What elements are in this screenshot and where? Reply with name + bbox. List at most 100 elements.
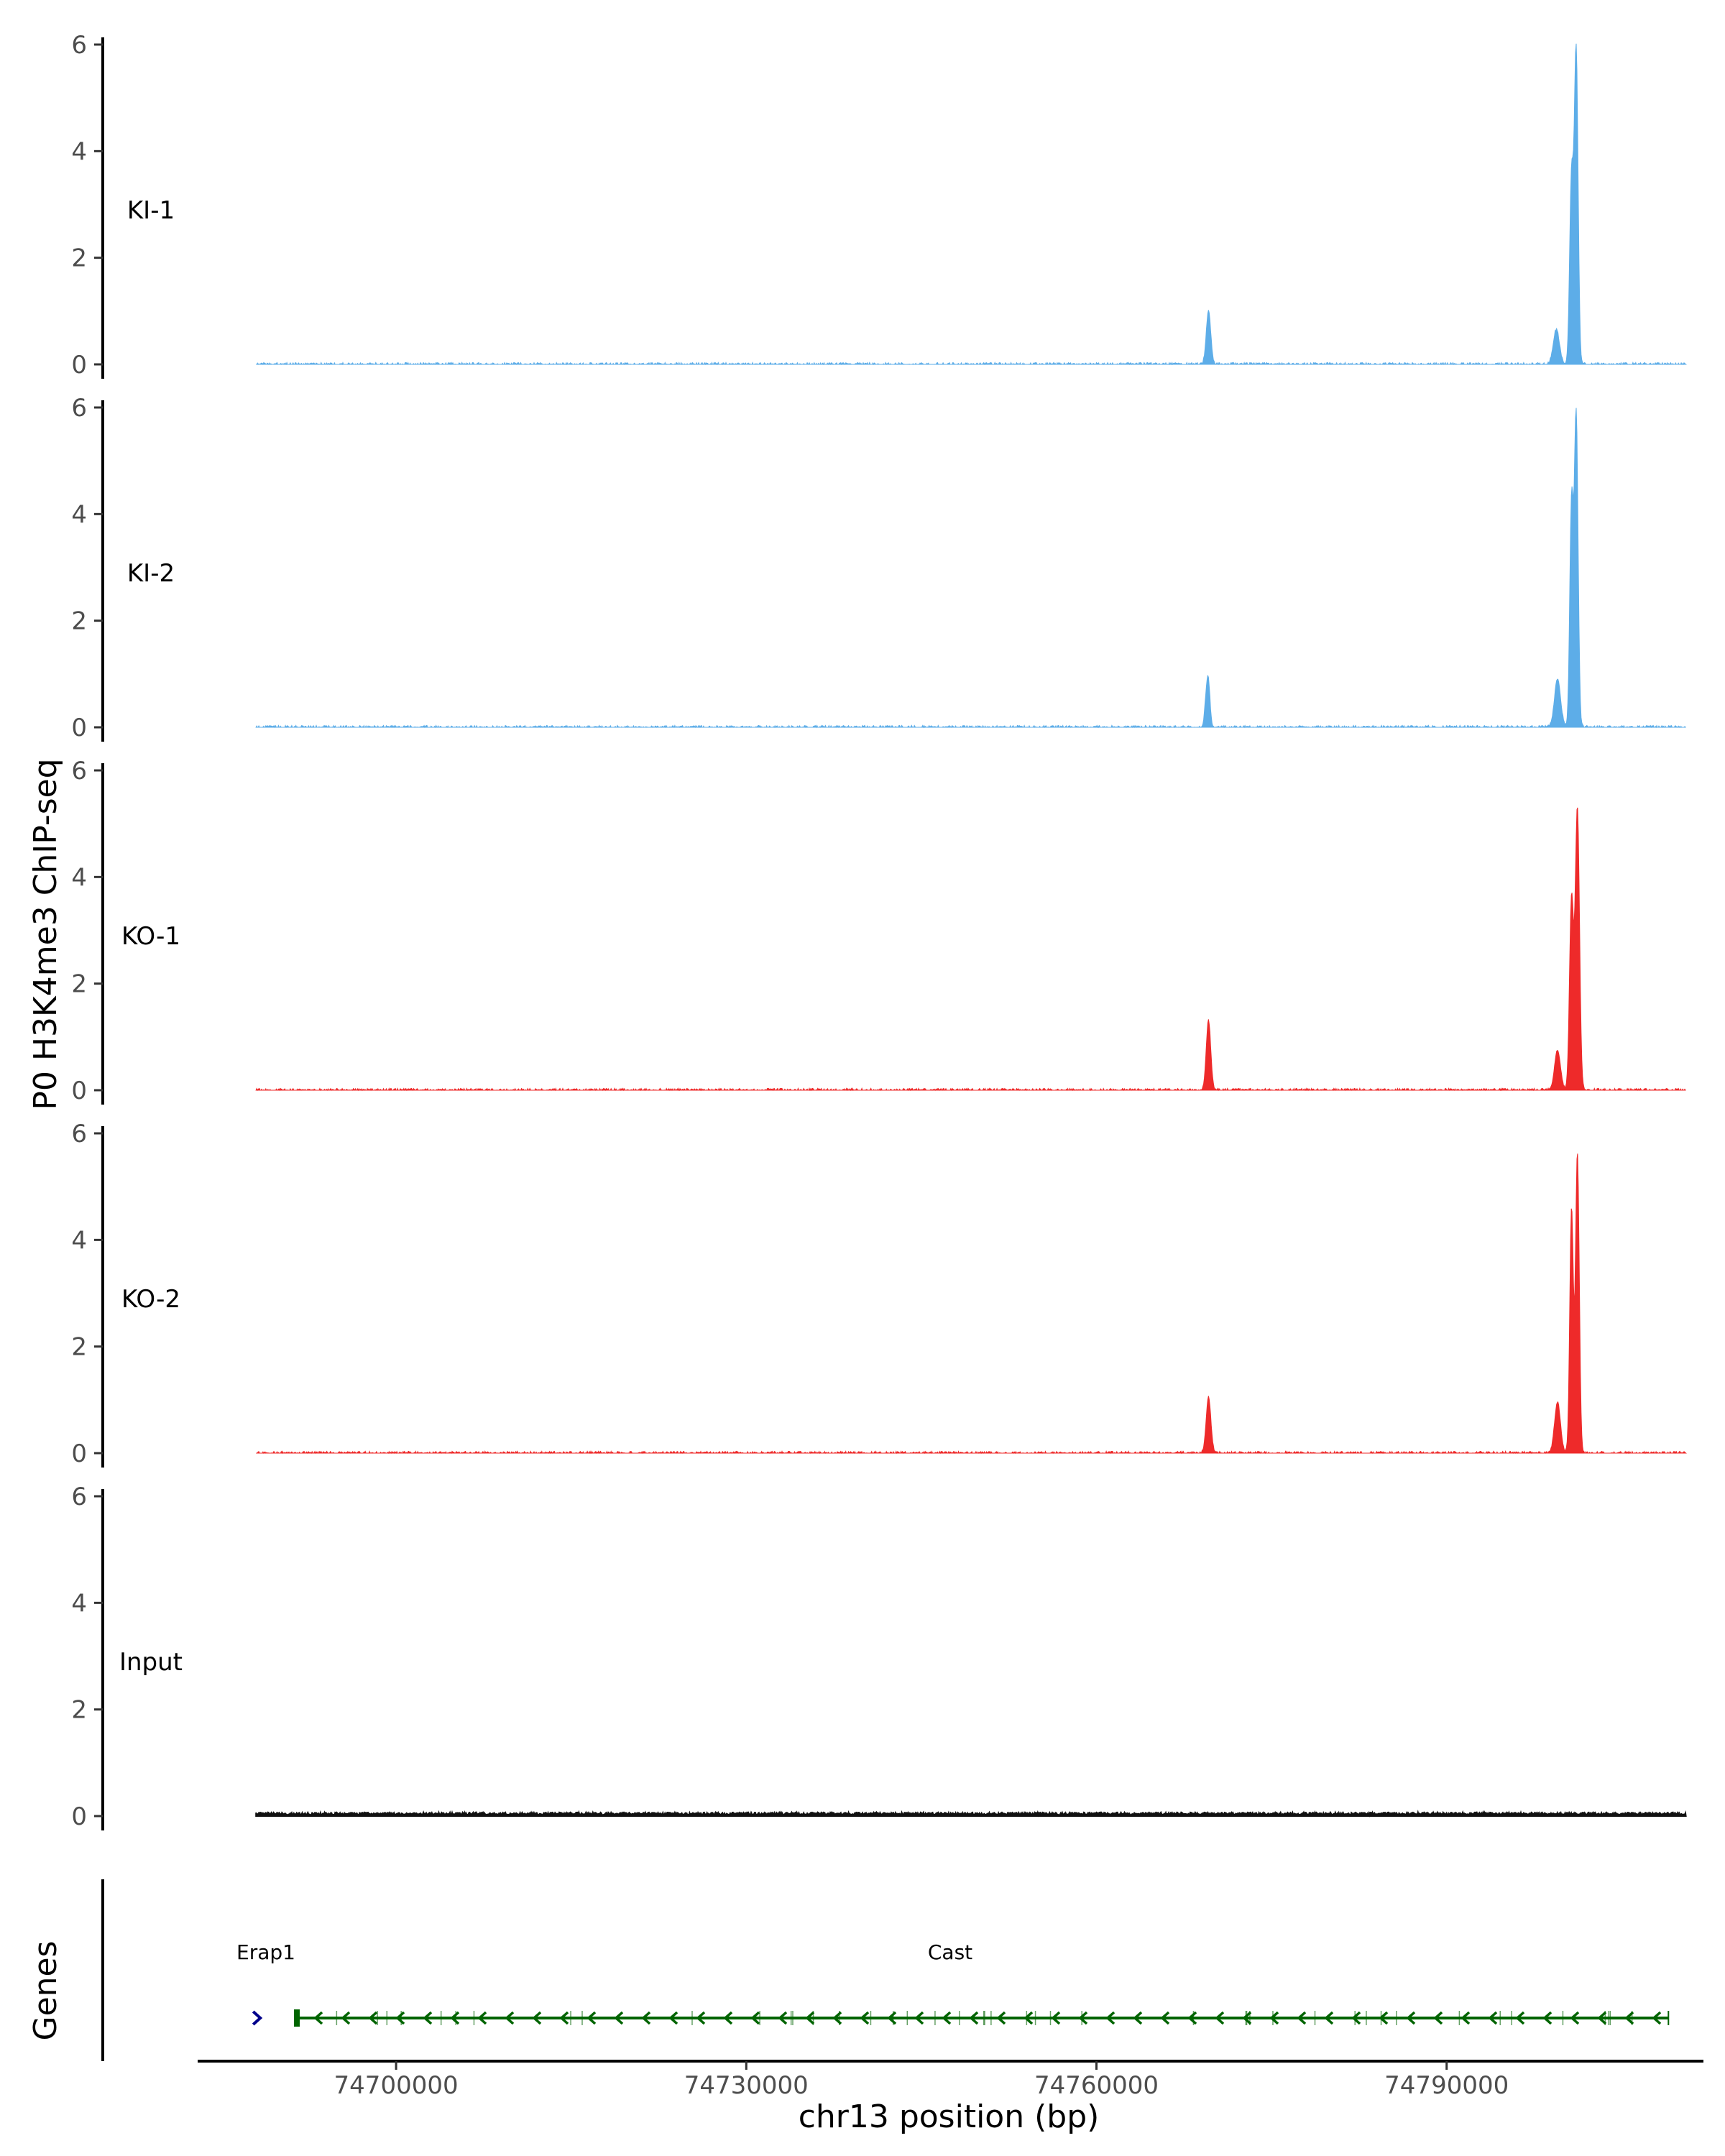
track-ki-2: 0 2 4 6 KI-2	[71, 394, 1686, 742]
strand-arrow	[1133, 2011, 1143, 2025]
track-ko-1: 0 2 4 6 KO-1	[71, 757, 1686, 1105]
strand-arrow	[668, 2011, 678, 2025]
strand-arrow	[1160, 2011, 1170, 2025]
strand-arrow	[942, 2011, 952, 2025]
strand-arrow	[252, 2010, 263, 2026]
strand-arrow	[313, 2011, 323, 2025]
strand-arrow	[1597, 2011, 1607, 2025]
strand-arrow	[1515, 2011, 1525, 2025]
strand-arrow	[1379, 2011, 1389, 2025]
strand-arrow	[1488, 2011, 1498, 2025]
track-ki-1: 0 2 4 6 KI-1	[71, 31, 1687, 379]
gene-cast: Cast	[294, 1940, 1670, 2027]
strand-arrow	[1570, 2011, 1580, 2025]
y-tick-label: 4	[71, 137, 87, 166]
strand-arrow	[614, 2011, 624, 2025]
y-tick-label: 0	[71, 1077, 87, 1105]
y-axis-label: P0 H3K4me3 ChIP-seq	[27, 758, 64, 1110]
strand-arrow	[1215, 2011, 1225, 2025]
strand-arrow	[1624, 2011, 1634, 2025]
gene-label: Cast	[928, 1940, 972, 1964]
y-tick-label: 6	[71, 1120, 87, 1148]
strand-arrow	[1242, 2011, 1252, 2025]
y-tick-label: 4	[71, 1589, 87, 1618]
track-label: KI-1	[127, 196, 175, 225]
strand-arrow	[1051, 2011, 1061, 2025]
genes-panel: Erap1 Cast	[101, 1879, 1670, 2061]
strand-arrow	[1542, 2011, 1552, 2025]
track-label: KI-2	[127, 559, 175, 588]
x-axis-label: chr13 position (bp)	[799, 2099, 1100, 2135]
y-tick-label: 6	[71, 757, 87, 786]
strand-arrow	[1024, 2011, 1034, 2025]
signal-area	[255, 407, 1686, 729]
track-panels: 0 2 4 6 KI-1 0 2 4 6 KI-2 0 2 4 6 KO-1 0 2 4 6 KO-2 0 2 4 6 Inpu…	[71, 31, 1687, 1831]
strand-arrow	[778, 2011, 788, 2025]
strand-arrow	[341, 2011, 351, 2025]
strand-arrow	[1105, 2011, 1116, 2025]
x-tick-label: 74730000	[684, 2071, 809, 2100]
track-ko-2: 0 2 4 6 KO-2	[71, 1120, 1687, 1468]
track-label: KO-2	[121, 1285, 180, 1314]
strand-arrow	[559, 2011, 569, 2025]
gene-start-block	[294, 2009, 300, 2027]
track-label: KO-1	[121, 922, 180, 951]
y-tick-label: 2	[71, 1333, 87, 1362]
y-tick-label: 2	[71, 244, 87, 273]
strand-arrow	[887, 2011, 897, 2025]
strand-arrow	[805, 2011, 815, 2025]
y-tick-label: 0	[71, 1802, 87, 1831]
gene-label: Erap1	[236, 1940, 295, 1964]
strand-arrow	[832, 2011, 842, 2025]
strand-arrow	[586, 2011, 597, 2025]
gene-erap1: Erap1	[236, 1940, 295, 2026]
y-tick-label: 4	[71, 863, 87, 892]
x-tick-label: 74760000	[1034, 2071, 1159, 2100]
strand-arrow	[450, 2011, 460, 2025]
strand-arrow	[914, 2011, 924, 2025]
track-input: 0 2 4 6 Input	[71, 1483, 1687, 1831]
y-tick-label: 4	[71, 500, 87, 529]
strand-arrow	[723, 2011, 733, 2025]
strand-arrow	[368, 2011, 378, 2025]
strand-arrow	[532, 2011, 542, 2025]
y-tick-label: 0	[71, 1439, 87, 1468]
signal-area	[256, 43, 1687, 366]
strand-arrow	[1297, 2011, 1307, 2025]
y-tick-label: 2	[71, 1696, 87, 1725]
signal-area	[256, 1153, 1687, 1455]
y-tick-label: 6	[71, 31, 87, 60]
y-tick-label: 0	[71, 714, 87, 742]
y-tick-label: 2	[71, 970, 87, 999]
x-tick-label: 74700000	[334, 2071, 459, 2100]
strand-arrow	[996, 2011, 1006, 2025]
y-tick-label: 6	[71, 1483, 87, 1511]
x-axis: 74700000 74730000 74760000 74790000	[198, 2060, 1703, 2100]
genes-label: Genes	[27, 1940, 64, 2040]
strand-arrow	[1269, 2011, 1279, 2025]
signal-area	[255, 807, 1686, 1092]
strand-arrow	[696, 2011, 706, 2025]
y-tick-label: 4	[71, 1226, 87, 1255]
strand-arrow	[1078, 2011, 1088, 2025]
y-tick-label: 0	[71, 351, 87, 379]
strand-arrow	[1433, 2011, 1443, 2025]
x-tick-label: 74790000	[1384, 2071, 1509, 2100]
strand-arrow	[395, 2011, 405, 2025]
strand-arrow	[860, 2011, 870, 2025]
strand-arrow	[477, 2011, 487, 2025]
strand-arrow	[1187, 2011, 1197, 2025]
signal-area	[255, 1810, 1687, 1818]
strand-arrow	[969, 2011, 979, 2025]
y-tick-label: 6	[71, 394, 87, 423]
strand-arrow	[1460, 2011, 1471, 2025]
track-label: Input	[119, 1648, 183, 1677]
strand-arrow	[1324, 2011, 1334, 2025]
strand-arrow	[641, 2011, 651, 2025]
y-tick-label: 2	[71, 607, 87, 636]
strand-arrow	[505, 2011, 515, 2025]
strand-arrow	[1406, 2011, 1416, 2025]
strand-arrow	[423, 2011, 433, 2025]
strand-arrow	[1652, 2011, 1662, 2025]
